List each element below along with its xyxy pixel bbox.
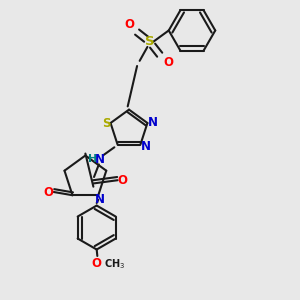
Text: S: S — [145, 35, 155, 48]
Text: S: S — [102, 116, 110, 130]
Text: H: H — [88, 154, 98, 164]
Text: N: N — [141, 140, 151, 153]
Text: N: N — [148, 116, 158, 129]
Text: O: O — [164, 56, 174, 69]
Text: O: O — [44, 185, 54, 199]
Text: O: O — [92, 256, 102, 270]
Text: CH$_3$: CH$_3$ — [104, 257, 126, 271]
Text: N: N — [94, 153, 104, 166]
Text: O: O — [118, 174, 128, 187]
Text: N: N — [95, 193, 105, 206]
Text: O: O — [124, 18, 135, 31]
